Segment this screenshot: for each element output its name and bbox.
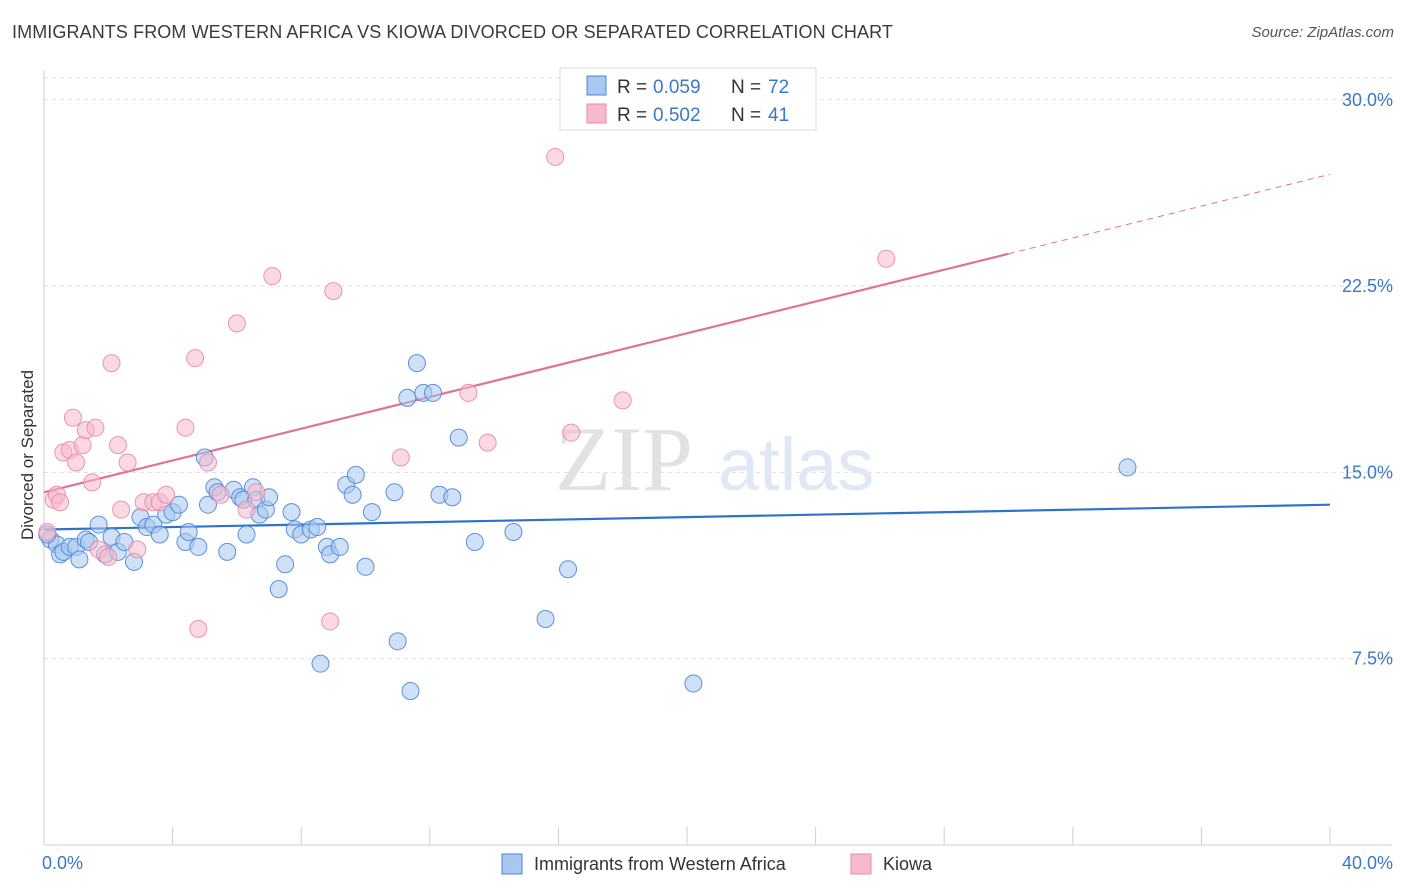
point-series-1 [128, 540, 147, 559]
x-tick-label: 0.0% [42, 853, 83, 873]
point-series-1 [112, 500, 131, 519]
point-series-0 [150, 525, 169, 544]
point-series-1 [324, 282, 343, 301]
point-series-0 [407, 354, 426, 373]
point-series-1 [391, 448, 410, 467]
legend-swatch-blue [586, 75, 607, 96]
watermark: ZIP atlas [555, 408, 874, 510]
point-series-0 [89, 515, 108, 534]
legend-n-value-blue: 72 [768, 77, 789, 98]
source-credit: Source: ZipAtlas.com [1251, 24, 1394, 41]
point-series-0 [269, 580, 288, 599]
point-series-0 [311, 654, 330, 673]
series-legend-swatch-pink [850, 853, 872, 875]
point-series-0 [343, 485, 362, 504]
y-tick-label: 7.5% [1352, 649, 1393, 669]
legend-r-label-blue: R = [617, 77, 647, 98]
series-legend: Immigrants from Western Africa Kiowa [501, 853, 933, 875]
point-series-0 [401, 681, 420, 700]
grid-layer [44, 77, 1392, 660]
legend-n-label-pink: N = [731, 105, 761, 126]
chart-title: IMMIGRANTS FROM WESTERN AFRICA VS KIOWA … [12, 22, 893, 42]
point-series-1 [108, 436, 127, 455]
x-tick-label: 40.0% [1342, 853, 1393, 873]
point-series-0 [189, 537, 208, 556]
point-series-1 [83, 473, 102, 492]
point-series-1 [118, 453, 137, 472]
watermark-zip: ZIP [555, 408, 693, 510]
legend-n-label-blue: N = [731, 77, 761, 98]
point-series-0 [362, 503, 381, 522]
point-series-1 [459, 383, 478, 402]
point-series-1 [247, 483, 266, 502]
trend-line-extension-1 [1008, 173, 1331, 255]
point-series-1 [176, 418, 195, 437]
point-series-0 [684, 674, 703, 693]
y-axis-title: Divorced or Separated [18, 370, 37, 540]
point-series-0 [282, 503, 301, 522]
point-series-1 [478, 433, 497, 452]
point-series-1 [227, 314, 246, 333]
series-legend-label-pink: Kiowa [883, 854, 933, 874]
point-series-1 [546, 147, 565, 166]
point-series-0 [559, 560, 578, 579]
point-layer [38, 147, 1137, 700]
stats-legend: R = 0.059 N = 72 R = 0.502 N = 41 [559, 67, 817, 131]
watermark-atlas: atlas [718, 423, 874, 506]
point-series-0 [308, 518, 327, 537]
point-series-0 [218, 542, 237, 561]
y-tick-label: 22.5% [1342, 276, 1393, 296]
point-series-0 [465, 532, 484, 551]
point-series-0 [356, 557, 375, 576]
point-series-1 [198, 453, 217, 472]
point-series-1 [157, 485, 176, 504]
trend-line-0 [43, 503, 1331, 531]
point-series-0 [424, 383, 443, 402]
point-series-1 [263, 267, 282, 286]
point-series-1 [102, 354, 121, 373]
y-tick-label: 15.0% [1342, 462, 1393, 482]
legend-r-label-pink: R = [617, 105, 647, 126]
point-series-0 [504, 523, 523, 542]
point-series-1 [189, 619, 208, 638]
point-series-0 [237, 525, 256, 544]
point-series-0 [449, 428, 468, 447]
point-series-0 [346, 465, 365, 484]
point-series-1 [613, 391, 632, 410]
point-series-1 [99, 547, 118, 566]
point-series-1 [73, 436, 92, 455]
point-series-0 [398, 388, 417, 407]
point-series-1 [211, 485, 230, 504]
point-series-1 [67, 453, 86, 472]
point-series-0 [276, 555, 295, 574]
point-series-0 [536, 609, 555, 628]
point-series-1 [877, 249, 896, 268]
point-series-1 [86, 418, 105, 437]
point-series-1 [321, 612, 340, 631]
point-series-0 [388, 632, 407, 651]
legend-swatch-pink [586, 103, 607, 124]
point-series-1 [562, 423, 581, 442]
point-series-0 [330, 537, 349, 556]
legend-n-value-pink: 41 [768, 105, 789, 126]
legend-r-value-blue: 0.059 [653, 77, 701, 98]
point-series-1 [38, 523, 57, 542]
point-series-1 [51, 493, 70, 512]
point-series-0 [179, 523, 198, 542]
series-legend-swatch-blue [501, 853, 523, 875]
y-tick-label: 30.0% [1342, 90, 1393, 110]
point-series-0 [443, 488, 462, 507]
axis-layer: 7.5% 15.0% 22.5% 30.0% 0.0% 40.0% [42, 70, 1393, 873]
point-series-1 [63, 408, 82, 427]
point-series-0 [70, 550, 89, 569]
point-series-0 [170, 495, 189, 514]
point-series-0 [385, 483, 404, 502]
series-legend-label-blue: Immigrants from Western Africa [534, 854, 787, 874]
point-series-1 [186, 349, 205, 368]
point-series-0 [198, 495, 217, 514]
point-series-0 [1118, 458, 1137, 477]
point-series-1 [237, 500, 256, 519]
legend-r-value-pink: 0.502 [653, 105, 701, 126]
